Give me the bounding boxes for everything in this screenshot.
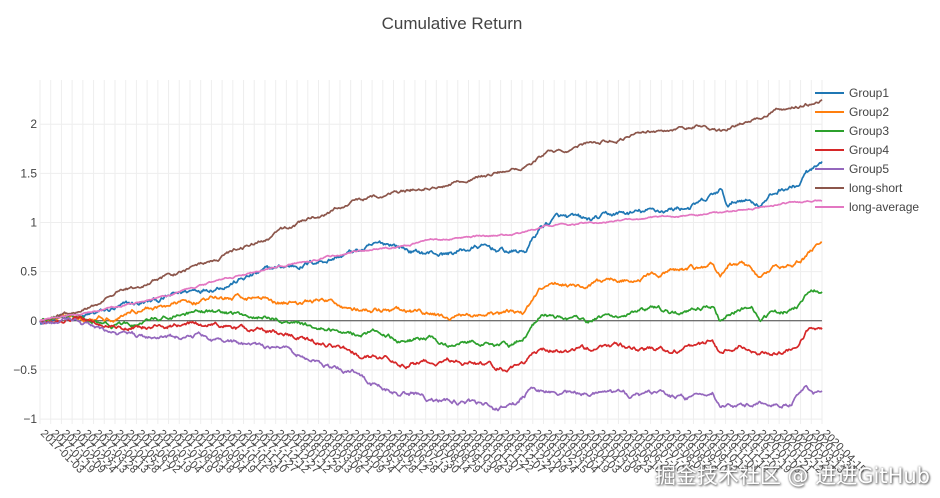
legend-label: Group4 [849,143,889,157]
y-tick-label: −0.5 [13,363,37,377]
watermark: 掘金技术社区 @ 进进GitHub [654,464,930,488]
series-line-long-short [39,98,823,322]
y-tick-label: 0.5 [20,265,37,279]
y-axis: −1 −0.5 0 0.5 1 1.5 2 [13,117,37,426]
y-tick-label: −1 [23,412,37,426]
legend-item-Group3[interactable]: Group3 [815,124,889,138]
legend-label: Group3 [849,124,889,138]
legend-label: Group1 [849,86,889,100]
chart-title: Cumulative Return [382,14,523,33]
legend[interactable]: Group1 Group2 Group3 Group4 Group5 long-short… [815,86,919,214]
legend-item-Group5[interactable]: Group5 [815,162,889,176]
legend-item-long-average[interactable]: long-average [815,200,919,214]
legend-label: long-average [849,200,919,214]
legend-item-Group1[interactable]: Group1 [815,86,889,100]
x-axis: 2017-01-032017-01-192017-02-092017-02-24… [38,428,868,476]
series-line-long-average [39,199,823,322]
legend-item-Group4[interactable]: Group4 [815,143,889,157]
legend-label: long-short [849,181,903,195]
legend-label: Group2 [849,105,889,119]
y-tick-label: 1 [30,216,37,230]
series-line-Group4 [39,315,823,373]
y-tick-label: 1.5 [20,166,37,180]
series-lines [39,98,823,412]
y-tick-label: 0 [30,314,37,328]
grid [39,80,823,424]
legend-item-Group2[interactable]: Group2 [815,105,889,119]
legend-item-long-short[interactable]: long-short [815,181,903,195]
series-line-Group1 [39,161,823,325]
series-line-Group2 [39,241,823,324]
legend-label: Group5 [849,162,889,176]
series-line-Group5 [39,316,823,412]
series-line-Group3 [39,289,823,348]
y-tick-label: 2 [30,117,37,131]
